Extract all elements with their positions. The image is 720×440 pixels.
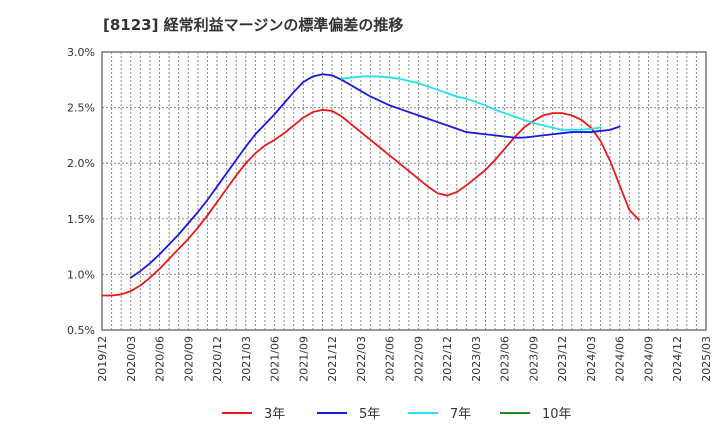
legend-label: 3年 [264,407,285,422]
x-tick-label: 2021/03 [240,336,253,382]
x-tick-label: 2024/12 [671,336,684,382]
plot-frame [101,51,707,331]
grid [101,51,707,331]
x-tick-label: 2024/09 [642,336,655,382]
series-line [129,73,621,279]
y-tick-label: 2.0% [67,157,95,170]
x-tick-label: 2022/12 [441,336,454,382]
axes: 0.5% 1.0% 1.5% 2.0% 2.5% 3.0% 2019/12 2020/03 20… [67,46,713,382]
x-tick-label: 2024/03 [585,336,598,382]
legend: 3年 5年 7年 10年 [222,407,572,422]
x-tick-label: 2020/03 [125,336,138,382]
x-tick-label: 2025/03 [700,336,713,382]
x-tick-label: 2019/12 [96,336,109,382]
x-tick-label: 2023/03 [470,336,483,382]
x-tick-label: 2022/09 [412,336,425,382]
x-tick-label: 2022/06 [384,336,397,382]
x-tick-label: 2021/06 [269,336,282,382]
legend-label: 5年 [359,407,380,422]
series-line [340,75,602,131]
x-tick-label: 2023/06 [499,336,512,382]
y-tick-label: 1.5% [67,213,95,226]
x-tick-label: 2020/09 [182,336,195,382]
legend-label: 7年 [450,407,471,422]
y-tick-label: 3.0% [67,46,95,59]
y-tick-label: 2.5% [67,102,95,115]
y-tick-label: 0.5% [67,324,95,337]
series-lines [101,73,640,297]
x-tick-label: 2023/09 [527,336,540,382]
x-tick-label: 2021/09 [297,336,310,382]
x-tick-label: 2024/06 [614,336,627,382]
series-line [101,108,640,297]
x-tick-label: 2021/12 [326,336,339,382]
x-tick-label: 2022/03 [355,336,368,382]
legend-label: 10年 [542,407,572,422]
x-tick-label: 2023/12 [556,336,569,382]
y-tick-label: 1.0% [67,268,95,281]
chart-title: [8123] 経常利益マージンの標準偏差の推移 [103,16,403,34]
x-tick-label: 2020/12 [211,336,224,382]
x-tick-label: 2020/06 [154,336,167,382]
